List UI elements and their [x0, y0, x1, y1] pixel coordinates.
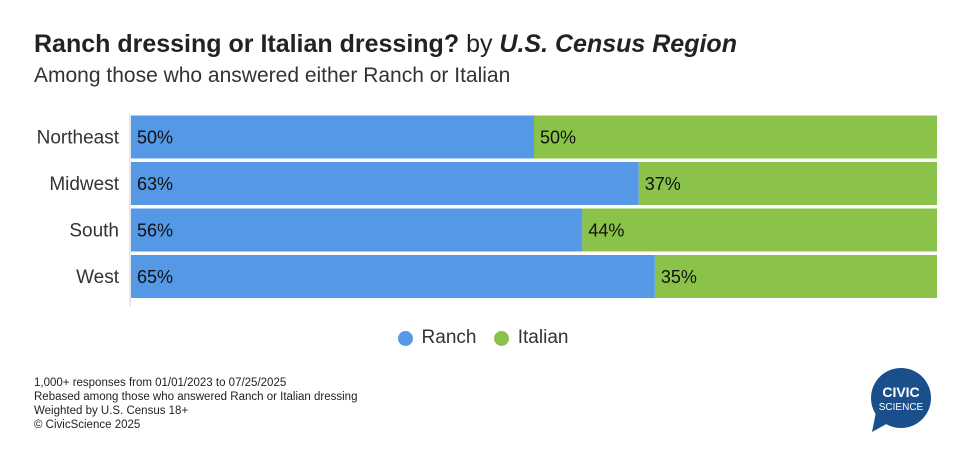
footnotes: 1,000+ responses from 01/01/2023 to 07/2…: [34, 376, 357, 432]
chart-legend: Ranch Italian: [0, 327, 966, 352]
bar-italian-northeast: [534, 115, 937, 159]
data-label-italian-west: 35%: [661, 267, 697, 287]
legend-swatch-ranch: [397, 330, 413, 346]
legend-item-ranch: Ranch: [397, 327, 477, 349]
bar-italian-west: [654, 255, 937, 298]
chart-title: Ranch dressing or Italian dressing? by U…: [34, 30, 737, 59]
category-label-south: South: [69, 221, 119, 242]
bar-italian-midwest: [638, 162, 937, 205]
chart-subtitle: Among those who answered either Ranch or…: [34, 64, 511, 87]
footnote-copyright: © CivicScience 2025: [34, 419, 141, 431]
civicscience-logo: CIVIC SCIENCE: [871, 368, 931, 432]
category-label-northeast: Northeast: [37, 128, 120, 149]
bar-ranch-midwest: [131, 162, 639, 205]
data-label-italian-midwest: 37%: [645, 174, 681, 194]
logo-text-civic: CIVIC: [882, 384, 919, 400]
legend-swatch-italian: [493, 330, 509, 346]
bar-italian-south: [582, 208, 937, 252]
footnote-responses: 1,000+ responses from 01/01/2023 to 07/2…: [34, 377, 287, 389]
footnote-weighting: Weighted by U.S. Census 18+: [34, 405, 189, 417]
bar-ranch-south: [131, 208, 583, 252]
logo-text-science: SCIENCE: [879, 402, 924, 413]
data-label-italian-south: 44%: [588, 221, 624, 241]
data-label-ranch-south: 56%: [137, 221, 173, 241]
bar-ranch-west: [131, 255, 655, 298]
bar-ranch-northeast: [131, 115, 534, 159]
footnote-rebased: Rebased among those who answered Ranch o…: [34, 391, 358, 403]
title-dimension: U.S. Census Region: [499, 30, 737, 58]
logo-circle: [871, 368, 931, 428]
category-label-midwest: Midwest: [49, 174, 119, 195]
data-label-ranch-midwest: 63%: [137, 174, 173, 194]
logo-tail: [872, 412, 890, 432]
title-by: by: [466, 30, 493, 58]
category-label-west: West: [76, 267, 120, 288]
data-label-ranch-west: 65%: [137, 267, 173, 287]
data-label-italian-northeast: 50%: [540, 128, 576, 148]
legend-item-italian: Italian: [493, 327, 569, 349]
data-label-ranch-northeast: 50%: [137, 128, 173, 148]
legend-label-ranch: Ranch: [421, 327, 477, 348]
stacked-bar-chart: Northeast 50% 50% Midwest 63% 37% South 56% 44% W…: [37, 114, 937, 306]
title-main: Ranch dressing or Italian dressing?: [34, 30, 460, 58]
legend-label-italian: Italian: [517, 327, 569, 348]
